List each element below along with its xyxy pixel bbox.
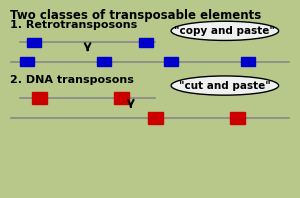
Text: "copy and paste": "copy and paste" bbox=[174, 26, 275, 36]
Bar bbox=[97, 57, 111, 66]
Bar bbox=[20, 57, 34, 66]
Bar bbox=[140, 38, 153, 47]
Text: "cut and paste": "cut and paste" bbox=[179, 81, 271, 90]
Text: Two classes of transposable elements: Two classes of transposable elements bbox=[10, 9, 261, 22]
Bar bbox=[241, 57, 255, 66]
Text: 2. DNA transposons: 2. DNA transposons bbox=[10, 75, 134, 85]
Bar bbox=[113, 92, 129, 104]
Ellipse shape bbox=[171, 21, 279, 40]
Bar bbox=[230, 112, 245, 124]
Bar bbox=[32, 92, 47, 104]
Ellipse shape bbox=[171, 76, 279, 95]
Bar bbox=[164, 57, 178, 66]
Bar bbox=[27, 38, 40, 47]
Bar bbox=[148, 112, 164, 124]
Text: 1. Retrotransposons: 1. Retrotransposons bbox=[10, 20, 137, 30]
